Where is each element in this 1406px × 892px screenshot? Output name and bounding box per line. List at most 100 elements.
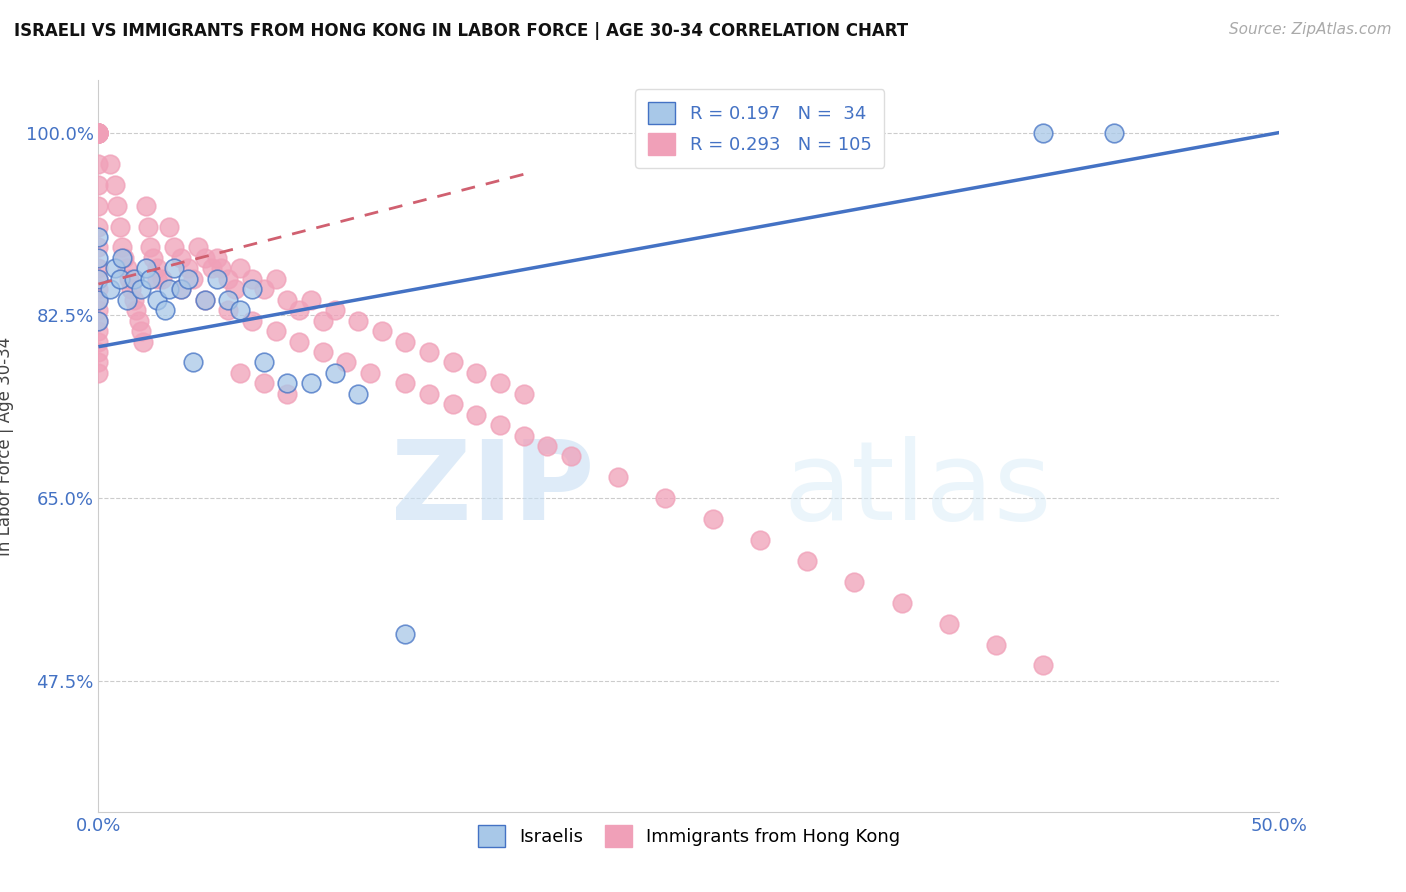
Point: [146, 272, 169, 286]
Point: [104, 261, 127, 276]
Point: [288, 334, 311, 349]
Point: [87, 126, 110, 140]
Point: [512, 428, 534, 442]
Point: [87, 303, 110, 318]
Point: [394, 627, 416, 641]
Point: [299, 376, 322, 391]
Point: [217, 272, 239, 286]
Point: [984, 638, 1007, 652]
Point: [217, 293, 239, 307]
Point: [87, 178, 110, 192]
Point: [87, 261, 110, 276]
Point: [194, 293, 217, 307]
Point: [335, 355, 357, 369]
Point: [87, 366, 110, 380]
Point: [748, 533, 770, 547]
Point: [87, 126, 110, 140]
Point: [87, 282, 110, 296]
Point: [108, 219, 131, 234]
Point: [229, 366, 252, 380]
Point: [87, 230, 110, 244]
Point: [441, 355, 464, 369]
Point: [253, 376, 276, 391]
Point: [87, 293, 110, 307]
Point: [170, 282, 193, 296]
Point: [129, 324, 152, 338]
Point: [87, 126, 110, 140]
Point: [87, 334, 110, 349]
Point: [181, 272, 204, 286]
Point: [87, 126, 110, 140]
Point: [163, 240, 186, 254]
Point: [177, 272, 200, 286]
Point: [146, 261, 169, 276]
Point: [276, 376, 298, 391]
Point: [87, 240, 110, 254]
Point: [323, 303, 346, 318]
Point: [87, 126, 110, 140]
Point: [122, 272, 145, 286]
Y-axis label: In Labor Force | Age 30-34: In Labor Force | Age 30-34: [0, 336, 14, 556]
Point: [240, 282, 263, 296]
Point: [129, 282, 152, 296]
Point: [253, 355, 276, 369]
Point: [104, 178, 127, 192]
Point: [121, 282, 143, 296]
Point: [146, 293, 169, 307]
Point: [418, 386, 440, 401]
Text: ISRAELI VS IMMIGRANTS FROM HONG KONG IN LABOR FORCE | AGE 30-34 CORRELATION CHAR: ISRAELI VS IMMIGRANTS FROM HONG KONG IN …: [14, 22, 908, 40]
Point: [142, 251, 165, 265]
Point: [135, 199, 157, 213]
Point: [312, 345, 335, 359]
Point: [205, 251, 228, 265]
Point: [87, 272, 110, 286]
Point: [87, 355, 110, 369]
Point: [253, 282, 276, 296]
Point: [201, 261, 224, 276]
Point: [122, 293, 145, 307]
Point: [87, 199, 110, 213]
Text: Source: ZipAtlas.com: Source: ZipAtlas.com: [1229, 22, 1392, 37]
Point: [209, 261, 232, 276]
Point: [153, 303, 176, 318]
Point: [157, 219, 180, 234]
Point: [1102, 126, 1125, 140]
Point: [87, 313, 110, 327]
Point: [87, 293, 110, 307]
Point: [170, 251, 193, 265]
Point: [112, 251, 135, 265]
Point: [276, 293, 298, 307]
Point: [87, 157, 110, 171]
Point: [135, 261, 157, 276]
Point: [87, 219, 110, 234]
Point: [139, 240, 162, 254]
Point: [118, 272, 141, 286]
Point: [181, 355, 204, 369]
Point: [312, 313, 335, 327]
Point: [115, 293, 138, 307]
Point: [654, 491, 676, 506]
Point: [607, 470, 630, 484]
Point: [240, 313, 263, 327]
Point: [194, 293, 217, 307]
Point: [264, 324, 287, 338]
Point: [394, 334, 416, 349]
Point: [87, 313, 110, 327]
Point: [229, 303, 252, 318]
Point: [128, 313, 150, 327]
Legend: Israelis, Immigrants from Hong Kong: Israelis, Immigrants from Hong Kong: [470, 817, 908, 854]
Point: [224, 282, 246, 296]
Point: [177, 261, 200, 276]
Point: [465, 408, 488, 422]
Point: [87, 126, 110, 140]
Point: [394, 376, 416, 391]
Point: [229, 261, 252, 276]
Point: [536, 439, 558, 453]
Point: [371, 324, 394, 338]
Point: [132, 334, 155, 349]
Point: [702, 512, 724, 526]
Point: [98, 157, 121, 171]
Point: [276, 386, 298, 401]
Point: [87, 324, 110, 338]
Point: [465, 366, 488, 380]
